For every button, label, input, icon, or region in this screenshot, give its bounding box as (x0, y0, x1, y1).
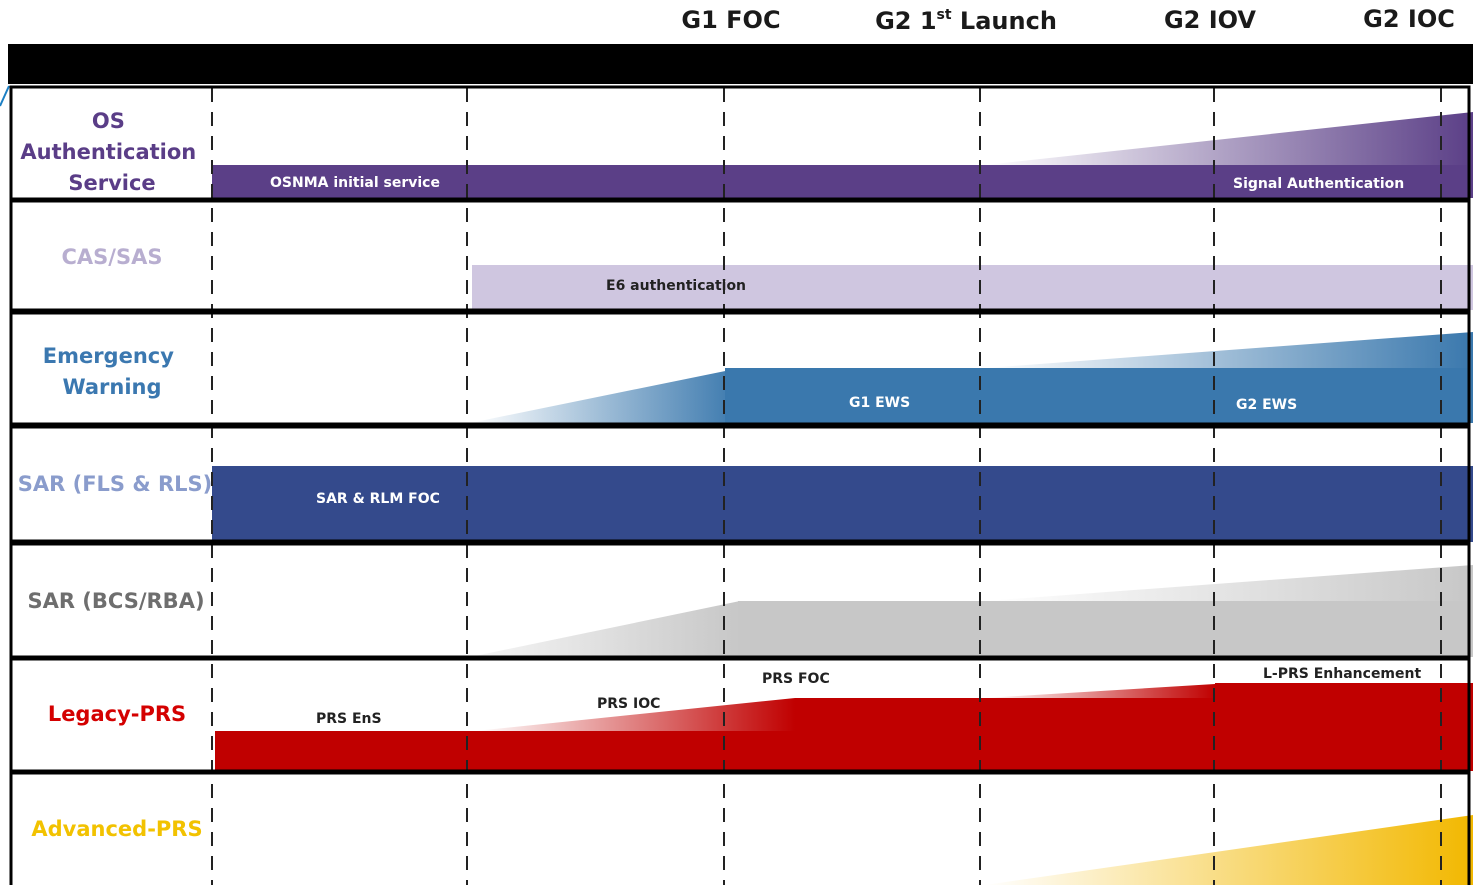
corner-accent (0, 85, 10, 107)
prs-ioc-ramp (475, 698, 795, 731)
bar-labels: OSNMA initial service Signal Authenticat… (270, 175, 1421, 727)
row-legacy-prs-bars (215, 683, 1473, 771)
label-signal-authentication: Signal Authentication (1233, 176, 1404, 192)
row-label-cas-sas: CAS/SAS (62, 245, 163, 269)
prs-foc-bar (795, 698, 1473, 731)
advanced-prs-ramp (985, 815, 1473, 885)
row-label-sar-bcs-rba: SAR (BCS/RBA) (27, 589, 204, 613)
sar-bcs-ramp-1 (470, 601, 740, 657)
label-sar-rlm-foc: SAR & RLM FOC (316, 491, 440, 507)
osnma-initial-service-bar (212, 165, 1473, 198)
row-os-authentication-bars (212, 112, 1473, 198)
lprs-enhancement-bar (1215, 683, 1473, 698)
g2-ews-ramp (985, 332, 1473, 368)
row-label-advanced-prs: Advanced-PRS (31, 817, 202, 841)
milestone-g2-ioc: G2 IOC (1363, 5, 1455, 33)
row-borders (9, 85, 1471, 885)
prs-ens-bar (215, 731, 1473, 771)
timeline-header-bar (8, 44, 1473, 84)
label-e6-authentication: E6 authentication (606, 278, 746, 294)
milestone-grid-lines (211, 88, 1442, 885)
row-labels: OS Authentication Service CAS/SAS Emerge… (18, 109, 213, 841)
sar-bcs-bar (738, 601, 1473, 657)
milestone-g1-foc: G1 FOC (681, 6, 780, 34)
row-sar-bcs-bars (470, 565, 1473, 657)
g1-ews-ramp (470, 368, 740, 423)
e6-authentication-bar (472, 265, 1473, 310)
sar-rlm-foc-bar (212, 466, 1473, 542)
label-prs-ens: PRS EnS (316, 711, 382, 727)
signal-authentication-ramp (985, 112, 1473, 165)
row-label-emergency-warning: Emergency Warning (43, 344, 182, 399)
g1-ews-bar (725, 368, 1473, 423)
row-label-legacy-prs: Legacy-PRS (48, 702, 186, 726)
row-label-os-authentication: OS Authentication Service (20, 109, 203, 195)
lprs-enhancement-ramp (985, 684, 1215, 698)
row-label-sar-fls-rls: SAR (FLS & RLS) (18, 472, 213, 496)
milestone-g2-iov: G2 IOV (1164, 6, 1256, 34)
label-prs-ioc: PRS IOC (597, 696, 660, 712)
label-osnma-initial-service: OSNMA initial service (270, 175, 440, 191)
milestone-g2-first-launch: G2 1st Launch (875, 7, 1057, 35)
label-g2-ews: G2 EWS (1236, 397, 1297, 413)
sar-bcs-ramp-2 (985, 565, 1473, 601)
milestone-header: G1 FOC G2 1st Launch G2 IOV G2 IOC (681, 5, 1454, 35)
label-g1-ews: G1 EWS (849, 395, 910, 411)
label-prs-foc: PRS FOC (762, 671, 830, 687)
row-emergency-warning-bars (470, 332, 1473, 423)
label-lprs-enhancement: L-PRS Enhancement (1263, 666, 1421, 682)
